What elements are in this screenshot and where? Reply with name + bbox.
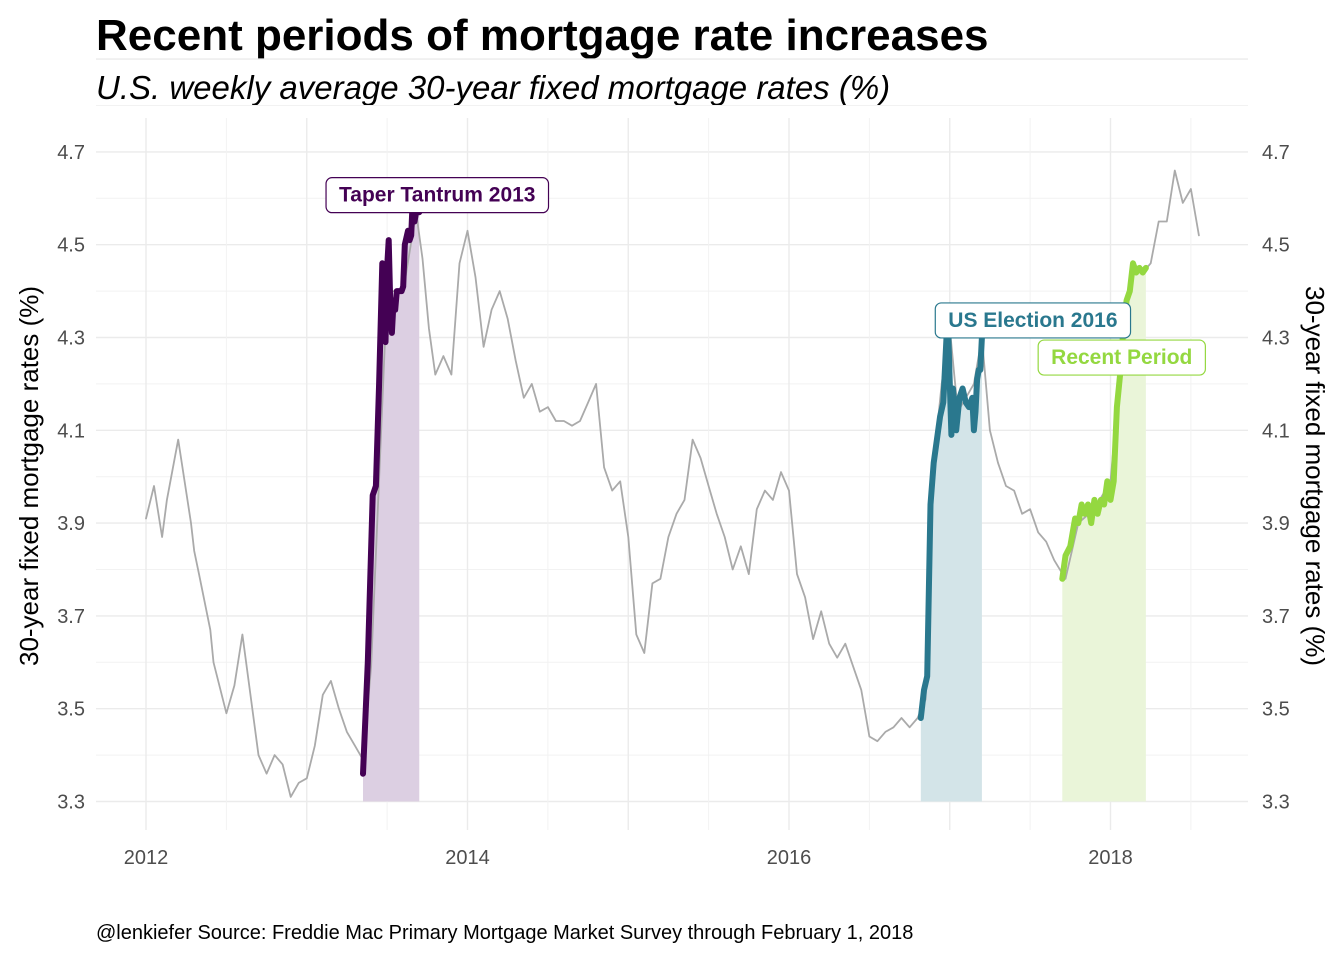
- y-tick-label-right: 3.5: [1262, 699, 1290, 721]
- y-axis-title-right: 30-year fixed mortgage rates (%): [1300, 286, 1330, 666]
- y-axis-left-ticks: 3.3 3.5 3.7 3.9 4.1 4.3 4.5 4.7: [57, 142, 85, 814]
- y-tick-label-left: 3.5: [57, 699, 85, 721]
- x-tick-label: 2018: [1088, 847, 1133, 869]
- y-tick-label-left: 4.1: [57, 420, 85, 442]
- y-tick-label-right: 3.7: [1262, 606, 1290, 628]
- y-axis-title-left: 30-year fixed mortgage rates (%): [14, 286, 44, 666]
- x-tick-label: 2012: [124, 847, 169, 869]
- annotation-box: [934, 302, 1132, 339]
- y-tick-label-left: 3.3: [57, 792, 85, 814]
- period-shade-3: [1062, 263, 1146, 802]
- y-tick-label-left: 3.9: [57, 513, 85, 535]
- period-shades: [363, 198, 1146, 802]
- y-tick-label-right: 4.1: [1262, 420, 1290, 442]
- y-tick-label-right: 3.3: [1262, 792, 1290, 814]
- y-tick-label-right: 3.9: [1262, 513, 1290, 535]
- series-lines: [145, 169, 1200, 798]
- y-tick-label-right: 4.5: [1262, 235, 1290, 257]
- series-line-period-2: [917, 325, 985, 721]
- annotation-box: [325, 177, 550, 214]
- annotation-label: US Election 2016: [934, 302, 1132, 339]
- x-axis-ticks: 2012 2014 2016 2018: [124, 847, 1133, 869]
- annotation-text: Recent Period: [1051, 346, 1192, 369]
- y-tick-label-right: 4.3: [1262, 328, 1290, 350]
- x-tick-label: 2016: [767, 847, 812, 869]
- y-tick-label-right: 4.7: [1262, 142, 1290, 164]
- annotation-text: Taper Tantrum 2013: [339, 184, 535, 207]
- chart-caption: @lenkiefer Source: Freddie Mac Primary M…: [96, 922, 913, 944]
- chart-title: Recent periods of mortgage rate increase…: [96, 11, 989, 60]
- chart-subtitle: U.S. weekly average 30-year fixed mortga…: [96, 69, 890, 106]
- y-tick-label-left: 4.5: [57, 235, 85, 257]
- series-line-period-3: [1059, 260, 1149, 582]
- annotation-label: Recent Period: [1037, 339, 1206, 376]
- series-line-base: [145, 169, 1200, 798]
- annotations: Taper Tantrum 2013 US Election 2016 Recent…: [325, 177, 1206, 376]
- annotation-label: Taper Tantrum 2013: [325, 177, 550, 214]
- x-tick-label: 2014: [445, 847, 490, 869]
- y-tick-label-left: 4.3: [57, 328, 85, 350]
- y-axis-right-ticks: 3.3 3.5 3.7 3.9 4.1 4.3 4.5 4.7: [1262, 142, 1290, 814]
- annotation-text: US Election 2016: [948, 309, 1117, 332]
- grid: [96, 58, 1248, 830]
- period-shade-1: [363, 198, 420, 802]
- y-tick-label-left: 3.7: [57, 606, 85, 628]
- annotation-box: [1037, 339, 1206, 376]
- y-tick-label-left: 4.7: [57, 142, 85, 164]
